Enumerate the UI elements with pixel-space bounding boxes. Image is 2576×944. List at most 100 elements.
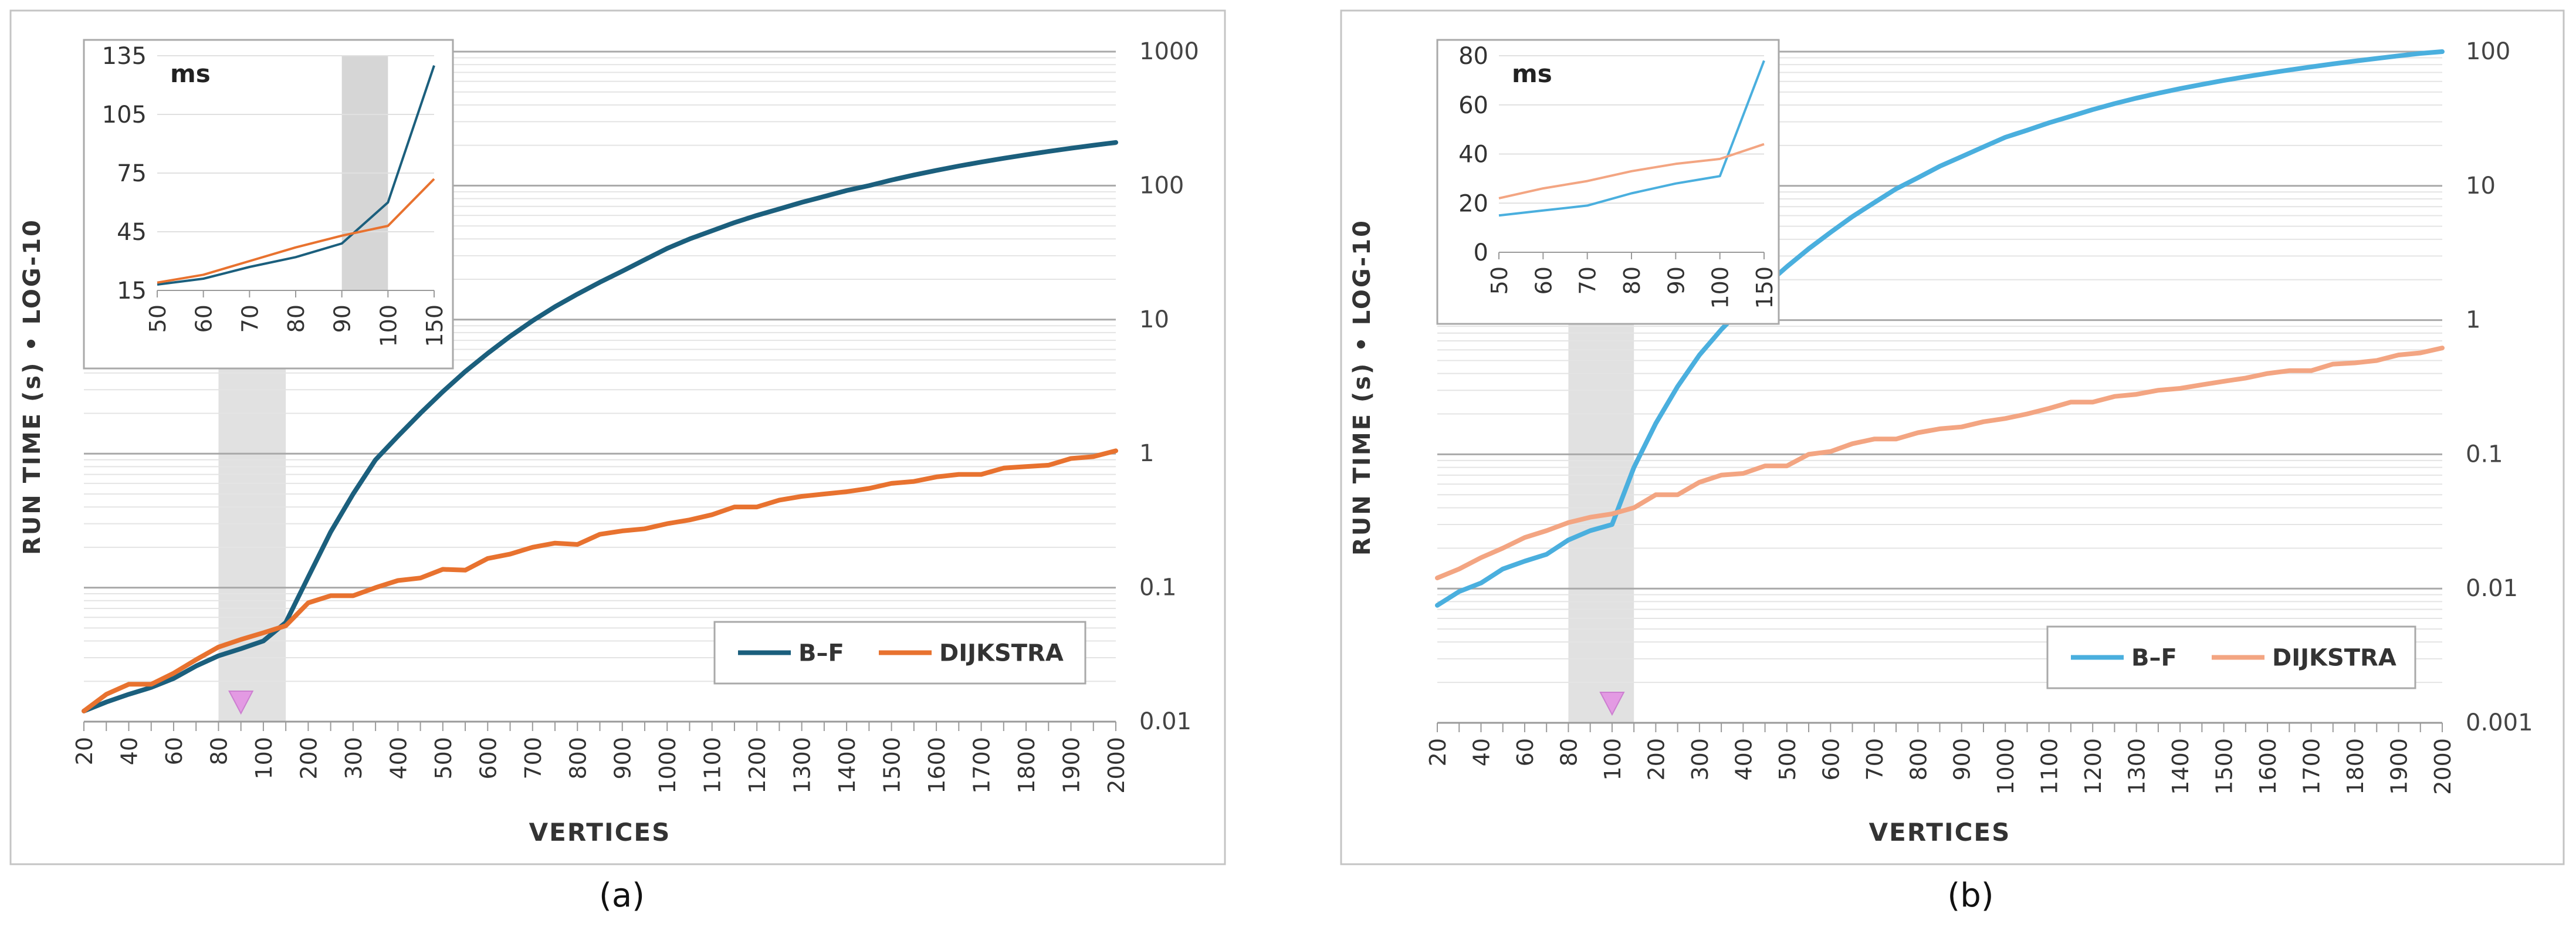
x-tick-label: 400 xyxy=(1731,738,1756,781)
inset-y-tick-label: 80 xyxy=(1458,43,1488,70)
x-tick-label: 40 xyxy=(116,737,142,765)
inset-x-tick-label: 80 xyxy=(283,304,309,333)
series-line-bf xyxy=(1435,49,2445,608)
inset-x-tick-label: 60 xyxy=(1531,266,1556,295)
x-tick-label: 200 xyxy=(296,737,321,780)
inset-y-tick-label: 60 xyxy=(1458,92,1488,119)
x-tick-label: 1700 xyxy=(969,737,995,794)
legend-label-bf: B–F xyxy=(798,640,844,667)
inset-y-tick-label: 45 xyxy=(117,219,147,246)
inset-x-tick-label: 80 xyxy=(1619,266,1645,295)
x-axis-title: VERTICES xyxy=(1869,818,2011,847)
marker-triangle xyxy=(228,691,254,715)
series-line-bf xyxy=(82,140,1118,713)
x-tick-label: 60 xyxy=(161,737,187,765)
x-tick-label: 1200 xyxy=(2080,738,2106,795)
legend: B–F DIJKSTRA xyxy=(713,621,1086,685)
inset-x-tick-label: 100 xyxy=(1708,266,1734,309)
y-axis-title: RUN TIME (s) • LOG-10 xyxy=(1349,219,1376,556)
inset-chart: 15 45 75 105 135 50 60 70 80 90 100 150 ms xyxy=(83,39,454,370)
y-tick-label: 0.01 xyxy=(1139,708,1191,735)
y-tick-label: 10 xyxy=(2466,172,2496,199)
x-tick-label: 700 xyxy=(1862,738,1888,781)
x-tick-label: 60 xyxy=(1512,738,1538,766)
series-line-dijkstra xyxy=(82,448,1118,713)
marker-triangle xyxy=(1599,692,1625,716)
x-tick-label: 1500 xyxy=(879,737,905,794)
inset-y-tick-label: 75 xyxy=(117,160,147,187)
x-tick-label: 500 xyxy=(1775,738,1800,781)
y-tick-label: 0.01 xyxy=(2466,575,2518,602)
x-tick-label: 100 xyxy=(251,737,277,780)
panel-a: 0.01 0.1 1 10 100 1000 20 40 60 80 100 200 300 400 500… xyxy=(9,9,1226,915)
y-tick-label: 10 xyxy=(1139,306,1169,333)
inset-series-line-bf xyxy=(1498,60,1765,217)
x-tick-label: 1700 xyxy=(2299,738,2325,795)
x-tick-label: 900 xyxy=(1949,738,1975,781)
inset-x-tick-label: 150 xyxy=(1752,266,1778,309)
x-tick-label: 1800 xyxy=(2343,738,2368,795)
y-tick-label: 100 xyxy=(2466,38,2510,65)
inset-x-tick-label: 60 xyxy=(191,304,217,333)
legend-label-dijkstra: DIJKSTRA xyxy=(2272,645,2396,672)
y-tick-label: 1 xyxy=(2466,307,2480,334)
legend: B–F DIJKSTRA xyxy=(2046,625,2416,689)
y-tick-label: 1000 xyxy=(1139,38,1199,65)
legend-label-bf: B–F xyxy=(2131,645,2177,672)
x-tick-label: 500 xyxy=(431,737,456,780)
panel-b: 0.001 0.01 0.1 1 10 100 20 40 60 80 100 200 300 400 50… xyxy=(1340,9,2565,915)
x-tick-label: 1200 xyxy=(744,737,770,794)
legend-label-dijkstra: DIJKSTRA xyxy=(939,640,1064,667)
y-tick-label: 1 xyxy=(1139,440,1154,467)
inset-series-line-bf xyxy=(157,65,435,286)
x-tick-label: 80 xyxy=(206,737,232,765)
y-tick-label: 100 xyxy=(1139,172,1184,199)
x-tick-label: 2000 xyxy=(1103,737,1129,794)
inset-unit-label: ms xyxy=(170,59,211,88)
x-tick-label: 800 xyxy=(1905,738,1931,781)
y-tick-label: 0.1 xyxy=(2466,441,2503,468)
x-tick-label: 900 xyxy=(610,737,636,780)
inset-unit-label: ms xyxy=(1512,59,1552,88)
y-tick-label: 0.001 xyxy=(2466,709,2533,736)
inset-y-tick-label: 40 xyxy=(1458,141,1488,168)
inset-x-tick-label: 50 xyxy=(1487,266,1512,295)
x-tick-label: 80 xyxy=(1556,738,1582,766)
inset-series-line-dijkstra xyxy=(1498,143,1765,199)
inset-y-tick-label: 15 xyxy=(117,278,147,304)
x-tick-label: 300 xyxy=(1687,738,1713,781)
x-tick-label: 1400 xyxy=(834,737,860,794)
x-tick-label: 1300 xyxy=(790,737,815,794)
inset-frame xyxy=(83,39,454,370)
x-tick-label: 1500 xyxy=(2212,738,2238,795)
series-line-dijkstra xyxy=(1435,346,2445,581)
x-tick-label: 800 xyxy=(565,737,591,780)
x-tick-label: 400 xyxy=(385,737,411,780)
inset-x-tick-label: 150 xyxy=(422,304,448,347)
x-tick-label: 200 xyxy=(1643,738,1669,781)
inset-x-tick-label: 70 xyxy=(1575,266,1601,295)
x-tick-label: 1100 xyxy=(700,737,726,794)
x-tick-label: 1400 xyxy=(2168,738,2194,795)
x-tick-label: 300 xyxy=(341,737,367,780)
inset-x-tick-label: 50 xyxy=(145,304,171,333)
x-tick-label: 40 xyxy=(1468,738,1494,766)
y-tick-label: 0.1 xyxy=(1139,574,1177,601)
x-tick-label: 1600 xyxy=(924,737,950,794)
inset-x-tick-label: 100 xyxy=(375,304,401,347)
x-tick-label: 600 xyxy=(1818,738,1844,781)
x-tick-label: 1100 xyxy=(2037,738,2063,795)
inset-y-tick-label: 20 xyxy=(1458,190,1488,217)
inset-y-tick-label: 135 xyxy=(102,43,147,70)
inset-chart: 0 20 40 60 80 50 60 70 80 90 100 150 ms xyxy=(1436,39,1780,325)
x-tick-label: 1800 xyxy=(1014,737,1040,794)
inset-x-tick-label: 70 xyxy=(237,304,263,333)
x-tick-label: 1300 xyxy=(2124,738,2150,795)
panel-label: (b) xyxy=(1947,877,1993,915)
x-tick-label: 1600 xyxy=(2255,738,2281,795)
y-axis-title: RUN TIME (s) • LOG-10 xyxy=(19,218,46,555)
x-tick-label: 20 xyxy=(1425,738,1451,766)
inset-x-tick-label: 90 xyxy=(330,304,356,333)
